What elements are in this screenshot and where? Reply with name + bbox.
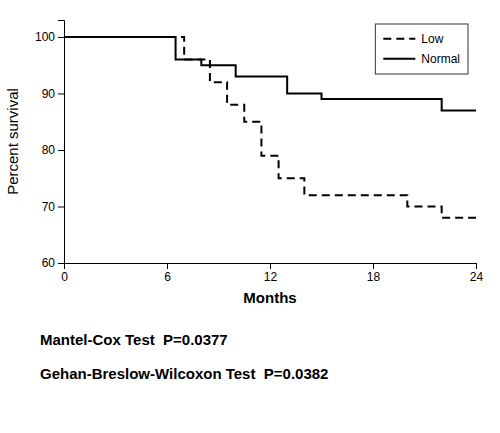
legend-item: Low [383, 32, 443, 46]
tick-mark [58, 93, 64, 94]
axis-line [65, 264, 477, 270]
tick-label: 60 [42, 256, 56, 270]
tick-mark [58, 37, 64, 38]
tick-mark [58, 206, 64, 207]
tick-label: 80 [42, 143, 56, 157]
tick-label: 0 [61, 270, 68, 284]
tick: 0 [61, 263, 68, 284]
tick-mark [167, 263, 168, 269]
x-axis-title: Months [243, 289, 296, 306]
legend-label: Normal [421, 52, 460, 66]
tick: 18 [367, 263, 381, 284]
tick: 80 [42, 143, 64, 157]
tick-label: 12 [264, 270, 278, 284]
legend-label: Low [421, 32, 443, 46]
tick-mark [58, 150, 64, 151]
tick-mark [476, 263, 477, 269]
chart: 0 6 12 18 24 60 70 80 90 100 Low Normal Months Percen… [0, 0, 500, 433]
tick: 60 [42, 256, 64, 270]
tick-label: 24 [470, 270, 484, 284]
annotation: Mantel-Cox Test P=0.0377 [40, 331, 228, 348]
tick-label: 18 [367, 270, 381, 284]
x-axis: 0 6 12 18 24 [61, 263, 483, 284]
tick-mark [58, 263, 64, 264]
tick-label: 70 [42, 200, 56, 214]
tick: 12 [264, 263, 278, 284]
tick-mark [373, 263, 374, 269]
tick-label: 100 [35, 30, 55, 44]
tick: 70 [42, 200, 64, 214]
y-axis-title: Percent survival [4, 88, 21, 195]
annotation: Gehan-Breslow-Wilcoxon Test P=0.0382 [40, 365, 328, 382]
plot-area: 0 6 12 18 24 60 70 80 90 100 Low Normal [35, 21, 484, 284]
legend-swatch [383, 38, 415, 40]
tick: 24 [470, 263, 484, 284]
tick-label: 6 [164, 270, 171, 284]
tick-mark [270, 263, 271, 269]
tick-label: 90 [42, 87, 56, 101]
legend-box [375, 24, 468, 74]
tick: 6 [164, 263, 171, 284]
tick: 90 [42, 87, 64, 101]
legend-swatch [383, 58, 415, 60]
axis-line [58, 21, 65, 264]
y-axis: 60 70 80 90 100 [35, 21, 65, 271]
legend: Low Normal [375, 24, 468, 74]
tick: 100 [35, 30, 64, 44]
legend-item: Normal [383, 52, 460, 66]
